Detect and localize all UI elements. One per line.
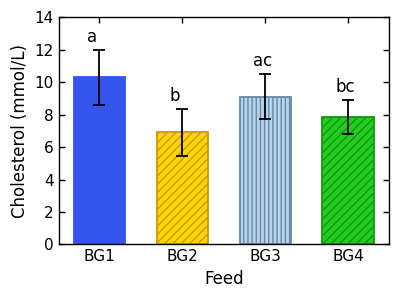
Bar: [74, 77, 125, 245]
Text: a: a: [87, 28, 97, 45]
Bar: [240, 97, 291, 245]
Text: bc: bc: [336, 78, 355, 96]
X-axis label: Feed: Feed: [204, 270, 244, 288]
Y-axis label: Cholesterol (mmol/L): Cholesterol (mmol/L): [11, 44, 29, 218]
Text: b: b: [170, 87, 180, 105]
Text: ac: ac: [253, 52, 272, 70]
Bar: [157, 132, 208, 245]
Bar: [322, 117, 374, 245]
